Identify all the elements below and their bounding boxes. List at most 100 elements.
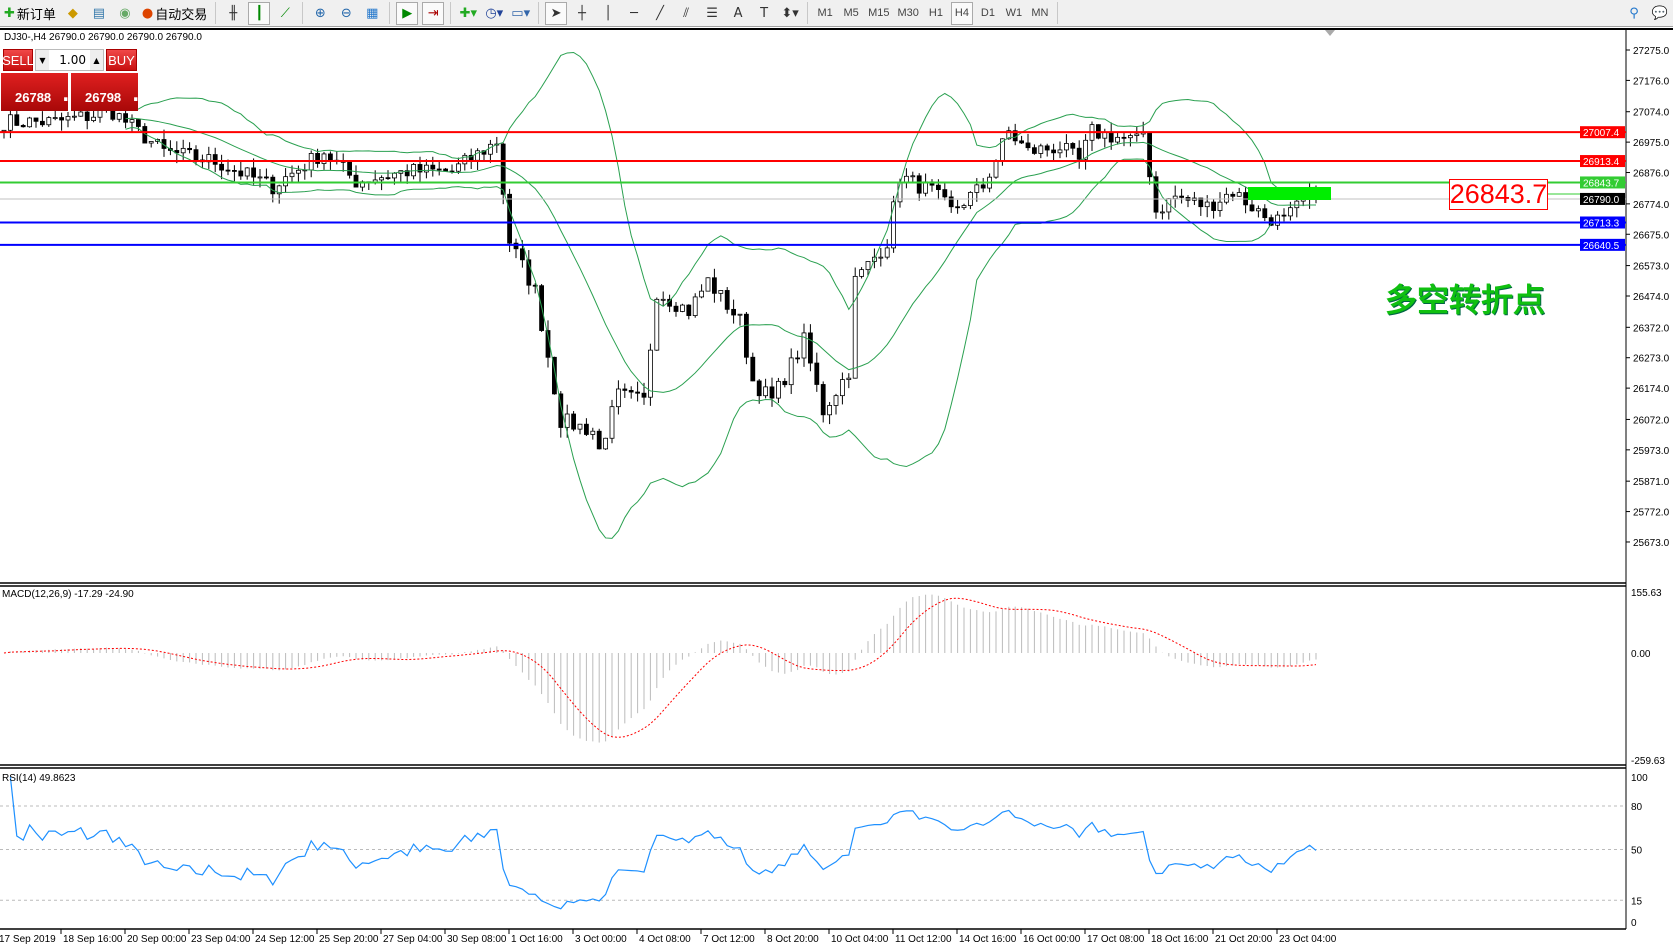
candle-bear — [686, 304, 692, 316]
candle-bear — [1051, 149, 1056, 154]
time-axis-label: 1 Oct 16:00 — [511, 934, 563, 945]
bid-price-button[interactable]: 26788 .5 — [1, 71, 89, 111]
candle-bear — [1108, 131, 1114, 143]
auto-trading-button[interactable]: ● 自动交易 — [141, 5, 208, 23]
separator — [302, 2, 304, 24]
candle-bull — [846, 377, 852, 380]
tile-windows-icon[interactable]: ▦ — [366, 5, 379, 21]
one-click-trading-panel: SELL ▼ 1.00 ▲ BUY 26788 .5 26798 .5 — [1, 49, 159, 111]
candle-bull — [564, 413, 570, 428]
separator — [450, 2, 452, 24]
candle-bear — [532, 284, 538, 287]
rsi-axis-label: 80 — [1631, 802, 1643, 813]
candle-bull — [776, 380, 781, 399]
candle-bear — [353, 174, 359, 188]
horizontal-line-icon[interactable]: ─ — [630, 5, 638, 21]
cursor-icon[interactable]: ➤ — [545, 1, 568, 25]
crosshair-icon[interactable]: ┼ — [578, 5, 586, 21]
price-axis-label: 26372.0 — [1633, 323, 1670, 334]
arrows-icon[interactable]: ⬍▾ — [781, 5, 799, 21]
candle-bear — [641, 392, 647, 398]
timeframe-d1[interactable]: D1 — [980, 7, 995, 19]
lot-value[interactable]: 1.00 — [59, 53, 86, 67]
lot-increase-icon[interactable]: ▲ — [90, 50, 103, 70]
timeframe-m15[interactable]: M15 — [868, 7, 890, 19]
time-axis-label: 11 Oct 12:00 — [895, 934, 952, 945]
market-watch-icon[interactable]: ◆ — [67, 5, 78, 21]
lot-size-input[interactable]: ▼ 1.00 ▲ — [35, 49, 104, 71]
buy-button[interactable]: BUY — [106, 49, 137, 71]
lot-decrease-icon[interactable]: ▼ — [36, 50, 49, 70]
fibonacci-icon[interactable]: ☰ — [706, 5, 718, 21]
candle-bear — [756, 380, 762, 397]
line-chart-icon[interactable]: ⟋ — [280, 5, 290, 21]
macd-histogram — [9, 594, 1317, 743]
timeframe-m1[interactable]: M1 — [817, 7, 833, 19]
text-label-icon[interactable]: T — [760, 5, 769, 21]
equidistant-channel-icon[interactable]: ⫽ — [683, 5, 689, 21]
rsi-axis-label: 0 — [1631, 918, 1637, 929]
candle-bull — [65, 116, 71, 121]
candle-bull — [1204, 201, 1210, 208]
candle-bear — [238, 170, 244, 177]
candle-bull — [788, 357, 794, 386]
indicators-icon[interactable]: ✚▾ — [459, 5, 477, 21]
macd-axis-label: 155.63 — [1631, 588, 1662, 599]
candle-bull — [705, 277, 711, 292]
candle-bull — [884, 247, 890, 258]
macd-axis-label: -259.63 — [1631, 756, 1665, 767]
candle-bear — [481, 150, 487, 155]
new-order-button[interactable]: ✚ 新订单 — [4, 5, 56, 23]
vertical-line-icon[interactable]: │ — [604, 5, 612, 21]
time-axis-label: 21 Oct 20:00 — [1215, 934, 1273, 945]
trendline-icon[interactable]: ╱ — [656, 5, 664, 21]
candle-bear — [404, 170, 410, 177]
macd-signal-line — [3, 597, 1317, 738]
rsi-axis-label: 15 — [1631, 896, 1643, 907]
candle-bull — [692, 296, 698, 316]
candle-bear — [750, 356, 756, 382]
zoom-in-icon[interactable]: ⊕ — [314, 5, 326, 21]
text-icon[interactable]: A — [733, 5, 743, 21]
data-window-icon[interactable]: ▤ — [92, 5, 106, 21]
timeframe-m30[interactable]: M30 — [897, 7, 919, 19]
templates-icon[interactable]: ▭▾ — [511, 5, 531, 21]
auto-trading-icon: ● — [141, 5, 154, 21]
timeframe-w1[interactable]: W1 — [1005, 7, 1023, 19]
sell-button[interactable]: SELL — [2, 49, 34, 71]
candle-bear — [20, 125, 26, 128]
bar-chart-icon[interactable]: ╫ — [229, 5, 238, 21]
ask-price-button[interactable]: 26798 .5 — [71, 71, 159, 111]
chart-shift-icon[interactable]: ⇥ — [422, 1, 445, 25]
timeframe-h1[interactable]: H1 — [928, 7, 943, 19]
candle-bear — [1179, 195, 1184, 198]
chart-border — [0, 28, 1673, 30]
candle-bear — [263, 176, 269, 179]
candle-bull — [462, 154, 468, 165]
rsi-label: RSI(14) 49.8623 — [2, 773, 76, 784]
price-annotation-label[interactable]: 26843.7 — [1449, 179, 1548, 210]
candle-bull — [1236, 192, 1242, 197]
chat-icon[interactable]: 💬 — [1651, 5, 1669, 21]
candle-bull — [974, 184, 980, 193]
candle-bull — [289, 172, 295, 178]
timeframe-h4[interactable]: H4 — [950, 1, 973, 25]
search-icon[interactable]: ⚲ — [1629, 5, 1639, 21]
timeframe-mn[interactable]: MN — [1031, 7, 1049, 19]
zoom-out-icon[interactable]: ⊖ — [340, 5, 352, 21]
candle-bull — [1083, 139, 1088, 160]
signals-icon[interactable]: ◉ — [119, 5, 131, 21]
timeframe-m5[interactable]: M5 — [843, 7, 859, 19]
turning-point-note[interactable]: 多空转折点 — [1385, 281, 1546, 319]
candlestick-icon[interactable]: ┃ — [248, 1, 271, 25]
candle-bull — [276, 185, 282, 195]
bollinger-middle — [125, 117, 1317, 393]
candle-bull — [923, 181, 928, 194]
candle-bear — [955, 206, 960, 209]
candle-bear — [596, 430, 602, 450]
candle-bear — [40, 120, 45, 126]
autoscroll-icon[interactable]: ▶ — [396, 1, 419, 25]
periods-clock-icon[interactable]: ◷▾ — [485, 5, 504, 21]
candle-bear — [1070, 143, 1076, 149]
